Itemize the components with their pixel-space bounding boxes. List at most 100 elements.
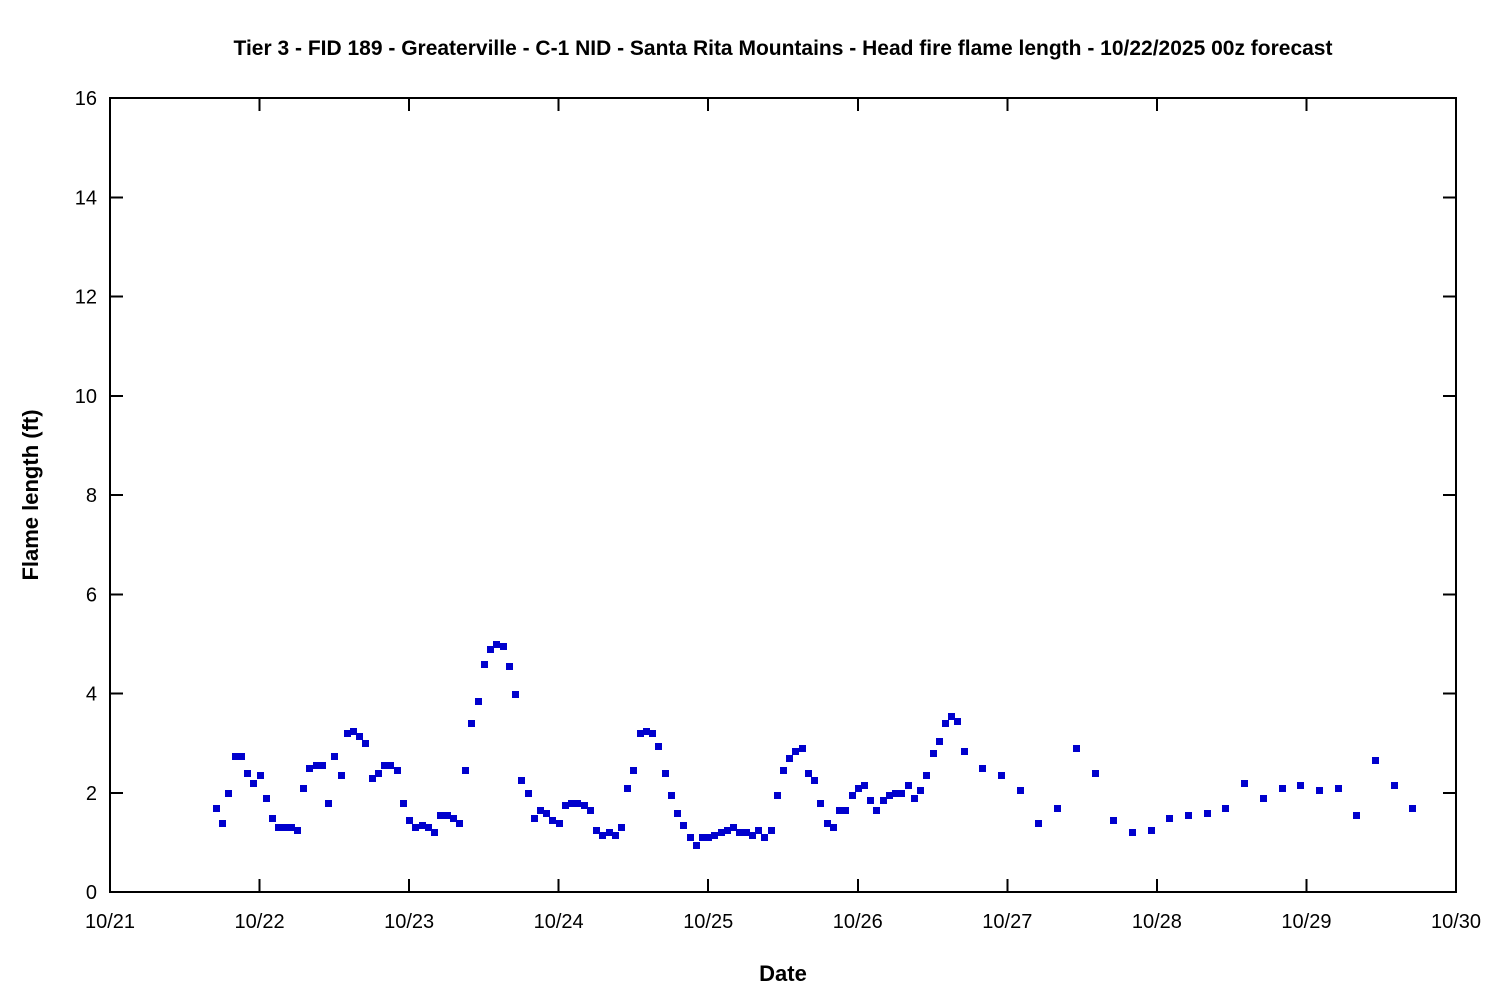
data-point — [1297, 782, 1304, 789]
data-point — [468, 720, 475, 727]
data-point — [817, 800, 824, 807]
data-point — [699, 834, 706, 841]
data-point — [400, 800, 407, 807]
data-point — [618, 824, 625, 831]
data-point — [724, 827, 731, 834]
data-point — [730, 824, 737, 831]
data-point — [774, 792, 781, 799]
data-point — [244, 770, 251, 777]
data-point — [761, 834, 768, 841]
data-point — [493, 641, 500, 648]
data-point — [331, 753, 338, 760]
data-point — [892, 790, 899, 797]
data-point — [1409, 805, 1416, 812]
data-point — [219, 820, 226, 827]
data-point — [1279, 785, 1286, 792]
data-point — [319, 762, 326, 769]
data-point — [861, 782, 868, 789]
x-axis-label: Date — [759, 961, 807, 986]
data-point — [525, 790, 532, 797]
x-tick-label: 10/27 — [982, 911, 1032, 933]
data-point — [593, 827, 600, 834]
data-point — [942, 720, 949, 727]
data-point — [257, 772, 264, 779]
x-tick-label: 10/30 — [1431, 911, 1481, 933]
data-point — [518, 777, 525, 784]
data-point — [387, 762, 394, 769]
data-point — [873, 807, 880, 814]
data-point — [338, 772, 345, 779]
data-point — [325, 800, 332, 807]
data-point — [824, 820, 831, 827]
data-point — [936, 738, 943, 745]
data-point — [886, 792, 893, 799]
data-point — [979, 765, 986, 772]
data-point — [630, 767, 637, 774]
data-point — [905, 782, 912, 789]
data-point — [431, 829, 438, 836]
data-point — [693, 842, 700, 849]
data-point — [263, 795, 270, 802]
y-tick-label: 2 — [86, 783, 97, 805]
y-tick-label: 14 — [75, 187, 97, 209]
data-point — [768, 827, 775, 834]
data-point — [562, 802, 569, 809]
data-point — [705, 834, 712, 841]
data-point — [680, 822, 687, 829]
data-point — [306, 765, 313, 772]
data-point — [880, 797, 887, 804]
x-tick-label: 10/25 — [683, 911, 733, 933]
x-tick-label: 10/24 — [534, 911, 584, 933]
data-point — [855, 785, 862, 792]
data-point — [344, 730, 351, 737]
data-point — [842, 807, 849, 814]
data-point — [450, 815, 457, 822]
data-point — [923, 772, 930, 779]
x-tick-label: 10/21 — [85, 911, 135, 933]
data-point — [624, 785, 631, 792]
data-point — [998, 772, 1005, 779]
data-point — [948, 713, 955, 720]
data-point — [643, 728, 650, 735]
data-point — [930, 750, 937, 757]
data-point — [792, 748, 799, 755]
data-point — [1148, 827, 1155, 834]
data-point — [1017, 787, 1024, 794]
data-point — [313, 762, 320, 769]
data-point — [612, 832, 619, 839]
data-point — [954, 718, 961, 725]
data-point — [406, 817, 413, 824]
data-point — [1335, 785, 1342, 792]
data-point — [300, 785, 307, 792]
data-point — [637, 730, 644, 737]
x-tick-label: 10/26 — [833, 911, 883, 933]
data-point — [462, 767, 469, 774]
data-point — [1241, 780, 1248, 787]
y-tick-label: 0 — [86, 882, 97, 904]
data-point — [599, 832, 606, 839]
data-point — [1260, 795, 1267, 802]
data-point — [419, 822, 426, 829]
data-point — [1035, 820, 1042, 827]
data-point — [238, 753, 245, 760]
data-point — [294, 827, 301, 834]
data-point — [269, 815, 276, 822]
y-tick-label: 10 — [75, 386, 97, 408]
data-point — [543, 810, 550, 817]
data-point — [506, 663, 513, 670]
data-point — [381, 762, 388, 769]
data-point — [456, 820, 463, 827]
data-point — [649, 730, 656, 737]
data-point — [867, 797, 874, 804]
data-point — [412, 824, 419, 831]
data-point — [849, 792, 856, 799]
data-point — [749, 832, 756, 839]
data-point — [487, 646, 494, 653]
data-point — [250, 780, 257, 787]
data-point — [811, 777, 818, 784]
x-tick-label: 10/23 — [384, 911, 434, 933]
data-point — [961, 748, 968, 755]
data-point — [674, 810, 681, 817]
data-point — [425, 824, 432, 831]
data-point — [1185, 812, 1192, 819]
